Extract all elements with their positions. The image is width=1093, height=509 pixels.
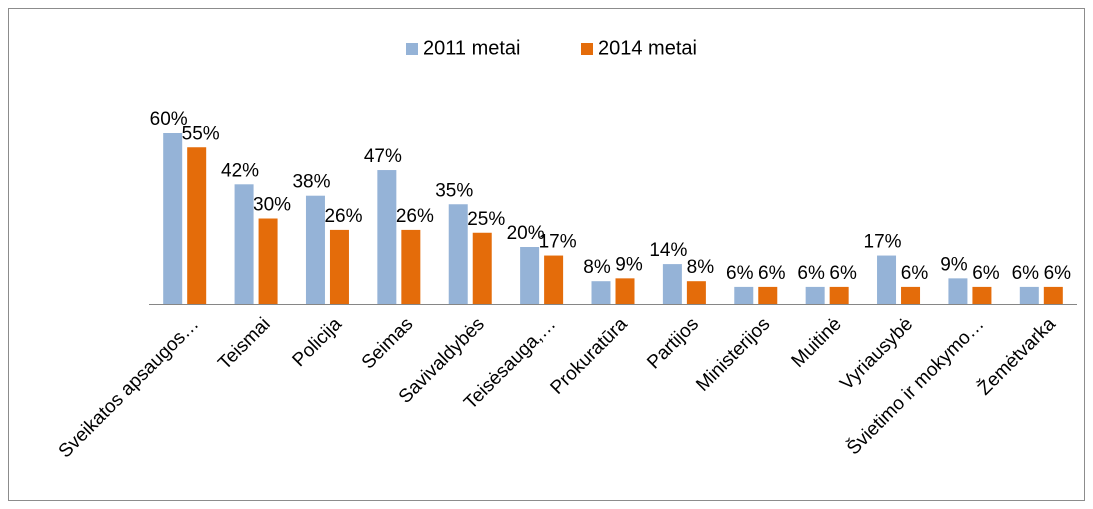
bar-2014-8 xyxy=(686,281,706,304)
bar-2011-13 xyxy=(1019,286,1039,304)
data-label-2014-4: 26% xyxy=(396,206,434,227)
data-label-2014-12: 6% xyxy=(972,263,1000,284)
x-tick-label-13: Žemėtvarka xyxy=(973,313,1060,400)
bar-2014-13 xyxy=(1043,286,1063,304)
data-label-2011-11: 17% xyxy=(864,232,902,253)
x-tick-label-8: Partijos xyxy=(643,314,703,374)
data-labels-group: 60%55%42%30%38%26%47%26%35%25%20%17%8% 9%… xyxy=(150,109,1071,284)
bar-2011-12 xyxy=(948,278,968,304)
bar-2011-1 xyxy=(163,133,183,304)
x-tick-label-4: Seimas xyxy=(358,314,418,374)
bars-group xyxy=(163,133,1063,304)
bar-2011-6 xyxy=(520,247,540,304)
bar-2011-9 xyxy=(734,286,754,304)
bar-2011-2 xyxy=(234,184,254,304)
data-label-2011-1: 60% xyxy=(150,109,188,130)
chart-frame: 2011 metai 2014 metai 60% 55% 42% 30% 38% 26% 4… xyxy=(8,8,1085,501)
data-label-2014-9: 6% xyxy=(758,263,786,284)
data-label-2014-7: 9% xyxy=(615,254,643,275)
legend-label-2: 2014 metai xyxy=(598,38,697,60)
data-label-2011-6: 20% xyxy=(507,223,545,244)
bar-2014-12 xyxy=(972,286,992,304)
data-label-2011-13: 6% xyxy=(1012,263,1040,284)
x-tick-label-1: Sveikatos apsaugos… xyxy=(55,314,204,463)
legend: 2011 metai 2014 metai xyxy=(406,38,697,60)
data-label-2014-2: 30% xyxy=(253,195,291,216)
bar-2011-8 xyxy=(662,264,682,304)
bar-2014-6 xyxy=(544,255,564,304)
x-tick-label-2: Teismai xyxy=(214,314,274,374)
legend-label-1: 2011 metai xyxy=(423,38,520,60)
bar-2011-7 xyxy=(591,281,611,304)
data-label-2014-3: 26% xyxy=(324,206,362,227)
bar-2014-4 xyxy=(401,229,421,304)
data-label-2011-12: 9% xyxy=(940,254,968,275)
data-label-2011-9: 6% xyxy=(726,263,754,284)
bar-2014-11 xyxy=(901,286,921,304)
bar-2014-1 xyxy=(187,147,207,304)
data-label-2014-1: 55% xyxy=(182,123,220,144)
bar-chart: 2011 metai 2014 metai 60%55%42% 30%38% 26% 4… xyxy=(55,38,1077,463)
data-label-2011-2: 42% xyxy=(221,160,259,181)
legend-swatch-1 xyxy=(406,43,418,55)
bar-2011-4 xyxy=(377,170,397,304)
bar-2011-3 xyxy=(305,195,325,304)
data-label-2014-13: 6% xyxy=(1044,263,1072,284)
x-tick-labels-group: Sveikatos apsaugos… Teismai Policija Seimas… xyxy=(55,313,1060,463)
bar-2014-2 xyxy=(258,218,278,304)
bar-2014-9 xyxy=(758,286,778,304)
bar-2014-5 xyxy=(472,232,492,304)
legend-swatch-2 xyxy=(581,43,593,55)
data-label-2014-8: 8% xyxy=(687,257,715,278)
x-tick-label-3: Policija xyxy=(289,313,347,371)
x-tick-label-12: Švietimo ir mokymo… xyxy=(842,313,988,459)
data-label-2011-8: 14% xyxy=(649,240,687,261)
x-tick-label-9: Ministerijos xyxy=(692,314,774,396)
bar-2014-3 xyxy=(329,229,349,304)
data-label-2014-10: 6% xyxy=(829,263,857,284)
data-label-2011-7: 8% xyxy=(583,257,611,278)
data-label-2011-3: 38% xyxy=(292,172,330,193)
data-label-2014-5: 25% xyxy=(467,209,505,230)
data-label-2014-6: 17% xyxy=(539,232,577,253)
data-label-2011-5: 35% xyxy=(435,180,473,201)
x-tick-label-10: Muitinė xyxy=(788,314,846,372)
bar-2011-5 xyxy=(448,204,468,304)
bar-2014-10 xyxy=(829,286,849,304)
data-label-2011-10: 6% xyxy=(797,263,825,284)
bar-2014-7 xyxy=(615,278,635,304)
data-label-2014-11: 6% xyxy=(901,263,929,284)
bar-2011-10 xyxy=(805,286,825,304)
data-label-2011-4: 47% xyxy=(364,146,402,167)
x-tick-label-7: Prokuratūra xyxy=(547,313,632,398)
bar-2011-11 xyxy=(877,255,897,304)
